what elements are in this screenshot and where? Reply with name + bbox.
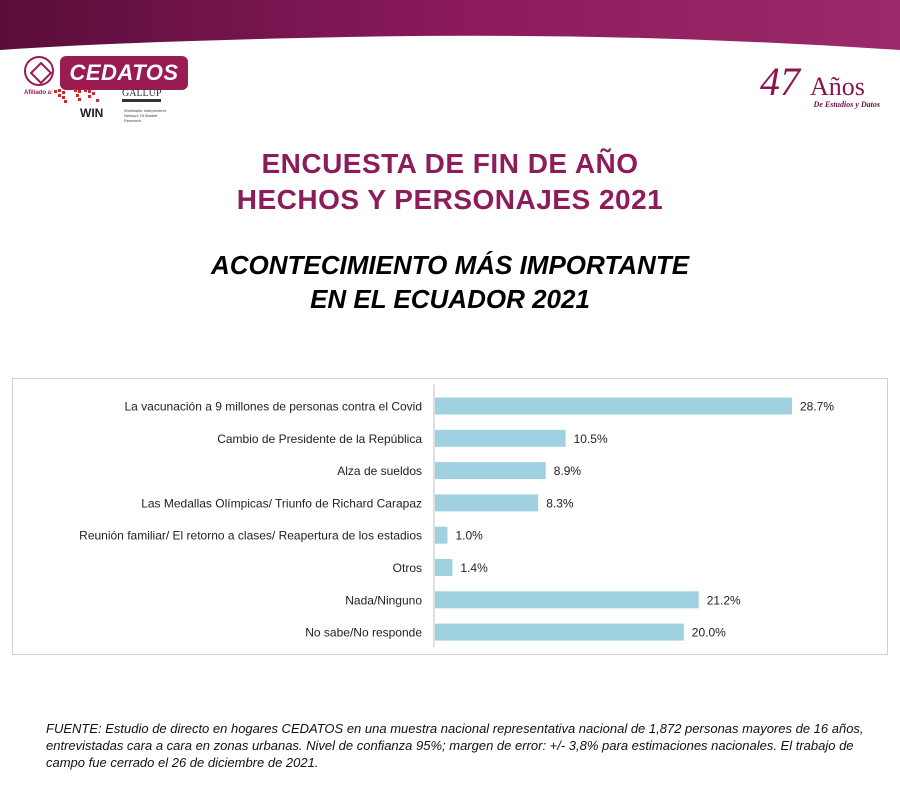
- data-label: 8.3%: [546, 496, 574, 510]
- anniversary-badge: 47 Años De Estudios y Datos: [760, 62, 886, 116]
- cedatos-logo: CEDATOS Afiliado a: WIN GALLUP Worldwide…: [24, 56, 188, 123]
- source-footnote: FUENTE: Estudio de directo en hogares CE…: [46, 721, 864, 770]
- category-label: Otros: [393, 561, 422, 575]
- anniversary-word: Años: [810, 72, 865, 101]
- category-label: Reunión familiar/ El retorno a clases/ R…: [79, 529, 422, 543]
- page-title: ENCUESTA DE FIN DE AÑO HECHOS Y PERSONAJ…: [0, 146, 900, 218]
- bar-chart: La vacunación a 9 millones de personas c…: [79, 384, 834, 647]
- header-banner: [0, 0, 900, 50]
- category-label: Cambio de Presidente de la República: [217, 432, 422, 446]
- chart-bar: [435, 429, 566, 447]
- subtitle-line-2: EN EL ECUADOR 2021: [310, 284, 590, 314]
- cedatos-logo-text: CEDATOS: [60, 56, 188, 90]
- title-line-2: HECHOS Y PERSONAJES 2021: [236, 184, 664, 215]
- title-line-1: ENCUESTA DE FIN DE AÑO: [261, 148, 639, 179]
- chart-bar: [435, 494, 539, 512]
- chart-container: La vacunación a 9 millones de personas c…: [12, 378, 888, 655]
- data-label: 10.5%: [574, 432, 608, 446]
- category-label: Nada/Ninguno: [345, 593, 422, 607]
- chart-bar: [435, 462, 546, 480]
- affiliated-label: Afiliado a:: [24, 90, 54, 96]
- chart-bar: [435, 526, 448, 544]
- category-label: No sabe/No responde: [305, 626, 422, 640]
- data-label: 28.7%: [800, 400, 834, 414]
- data-label: 1.4%: [460, 561, 488, 575]
- category-label: Alza de sueldos: [337, 464, 422, 478]
- chart-bar: [435, 397, 792, 415]
- win-label: WIN: [80, 106, 104, 120]
- subtitle-line-1: ACONTECIMIENTO MÁS IMPORTANTE: [210, 250, 690, 280]
- category-label: Las Medallas Olímpicas/ Triunfo de Richa…: [141, 496, 422, 510]
- chart-heading: ACONTECIMIENTO MÁS IMPORTANTE EN EL ECUA…: [0, 248, 900, 316]
- data-label: 1.0%: [455, 529, 483, 543]
- cedatos-emblem-icon: [24, 56, 54, 86]
- chart-bar: [435, 559, 453, 576]
- chart-bar: [435, 623, 684, 641]
- category-label: La vacunación a 9 millones de personas c…: [124, 400, 422, 414]
- anniversary-number: 47: [760, 59, 800, 104]
- gallup-label: GALLUP: [122, 88, 162, 102]
- chart-bar: [435, 591, 699, 609]
- win-description: Worldwide Independent Network Of Market …: [124, 108, 166, 123]
- anniversary-subtitle: De Estudios y Datos: [813, 100, 880, 109]
- data-label: 8.9%: [554, 464, 582, 478]
- data-label: 21.2%: [707, 593, 741, 607]
- world-map-icon: [54, 89, 99, 103]
- data-label: 20.0%: [692, 626, 726, 640]
